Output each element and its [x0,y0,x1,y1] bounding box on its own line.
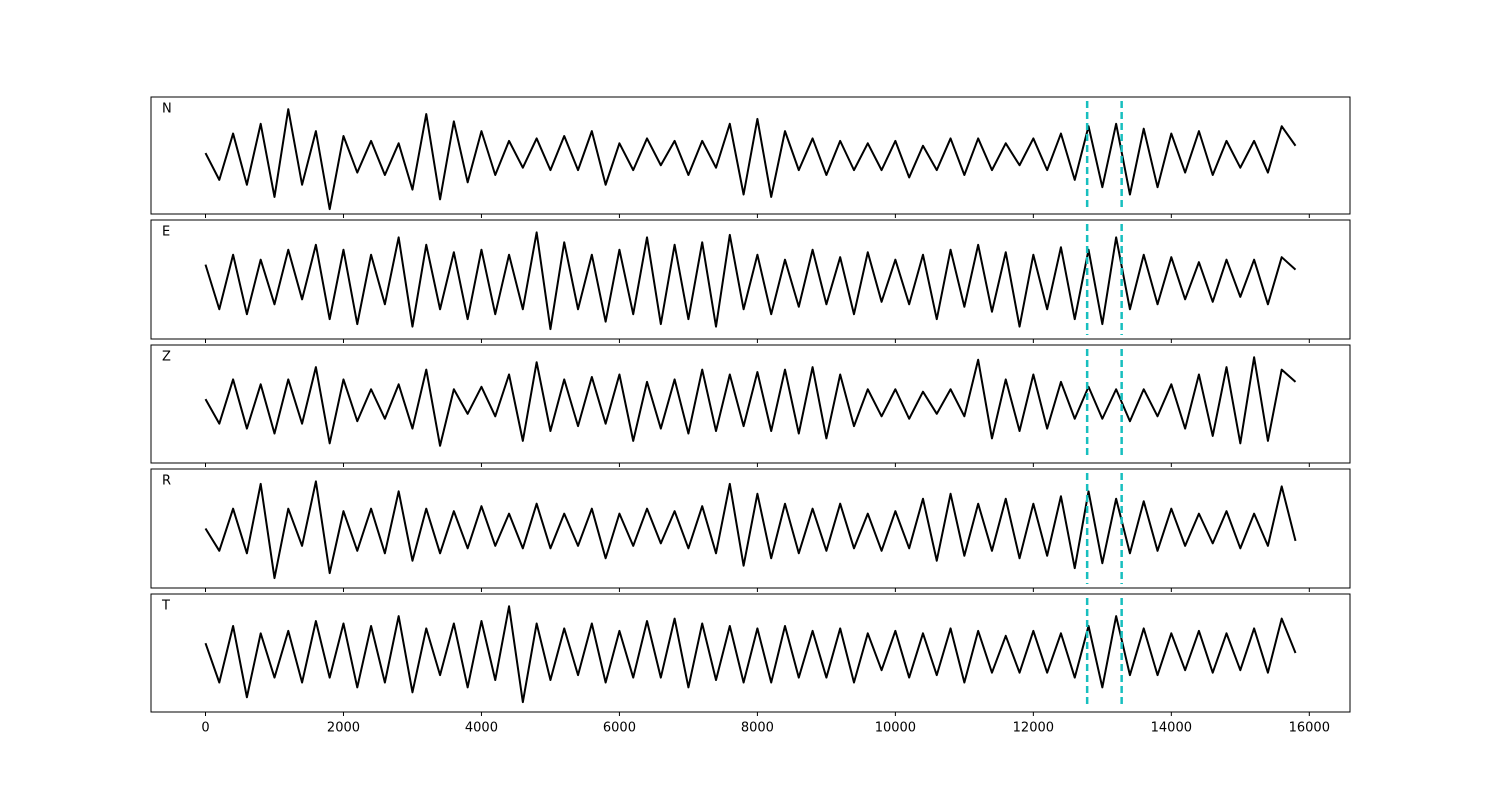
panel-frame [150,344,1351,464]
x-tick-label: 12000 [1013,721,1054,736]
panel-label: T [161,599,170,614]
panel-frame [150,468,1351,589]
x-tick-label: 10000 [875,721,916,736]
waveform [204,356,1297,447]
x-tick-label: 2000 [327,721,360,736]
x-tick-label: 0 [201,721,209,736]
panel-frame [150,96,1351,215]
panel-label: E [162,225,170,240]
x-tick-label: 6000 [603,721,636,736]
panel-frame [150,593,1351,713]
x-tick-label: 16000 [1289,721,1330,736]
waveform [204,231,1297,331]
waveform [204,108,1297,211]
waveform [204,480,1297,580]
panel-label: N [162,102,172,117]
x-tick-label: 14000 [1151,721,1192,736]
x-tick-label: 8000 [741,721,774,736]
panel-label: R [162,474,171,489]
x-tick-label: 4000 [465,721,498,736]
waveform [204,605,1297,704]
panel-frame [150,219,1351,340]
panel-label: Z [162,350,171,365]
